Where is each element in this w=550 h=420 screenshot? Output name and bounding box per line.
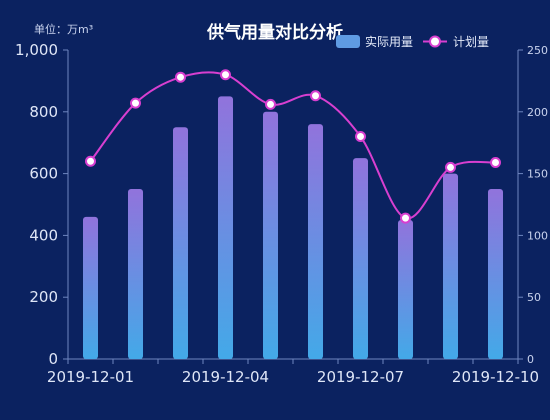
line-point: [355, 131, 366, 143]
y-right-tick-label: 200: [527, 106, 548, 119]
line-point: [130, 97, 141, 109]
y-right-tick-label: 150: [527, 168, 548, 181]
legend: 实际用量 计划量: [336, 34, 489, 49]
line-path: [89, 71, 496, 220]
legend-label-line: 计划量: [453, 35, 489, 49]
y-right-tick-label: 250: [527, 44, 548, 57]
y-left-tick-label: 1,000: [15, 41, 58, 59]
y-left-tick-label: 600: [29, 165, 58, 183]
line-point: [400, 212, 411, 224]
x-tick-label: 2019-12-01: [47, 368, 134, 386]
chart-title: 供气用量对比分析: [206, 22, 343, 43]
y-left-tick-label: 200: [29, 288, 58, 306]
x-tick-label: 2019-12-07: [317, 368, 404, 386]
y-right-tick-label: 100: [527, 229, 548, 242]
legend-label-bar: 实际用量: [365, 34, 413, 49]
bar: [353, 158, 368, 359]
line-point: [85, 155, 96, 167]
x-tick-label: 2019-12-10: [452, 368, 539, 386]
bar: [398, 219, 413, 359]
y-axis-unit-label: 单位：万m³: [34, 22, 93, 36]
bar: [128, 189, 143, 359]
bar: [488, 189, 503, 359]
bar: [308, 124, 323, 359]
line-point: [310, 90, 321, 102]
legend-swatch-bar: [336, 35, 360, 48]
bar: [218, 96, 233, 359]
x-tick-label: 2019-12-04: [182, 368, 269, 386]
y-left-tick-label: 400: [29, 226, 58, 244]
bar: [83, 216, 98, 359]
line-point: [490, 156, 501, 168]
bar: [443, 173, 458, 359]
y-left-tick-label: 0: [48, 350, 58, 368]
y-left-tick-label: 800: [29, 103, 58, 121]
axes: 0 200 400 600 800 1,000 0 50 100 150 200 250 2019-12…: [15, 41, 548, 386]
bar-series: [83, 96, 503, 359]
line-point: [265, 98, 276, 110]
line-series: [85, 69, 501, 224]
legend-marker-line: [429, 35, 441, 48]
bar: [263, 111, 278, 359]
y-right-tick-label: 50: [527, 291, 541, 304]
line-point: [175, 71, 186, 83]
bar: [173, 127, 188, 359]
line-point: [220, 69, 231, 81]
line-point: [445, 161, 456, 173]
y-right-tick-label: 0: [527, 353, 534, 366]
